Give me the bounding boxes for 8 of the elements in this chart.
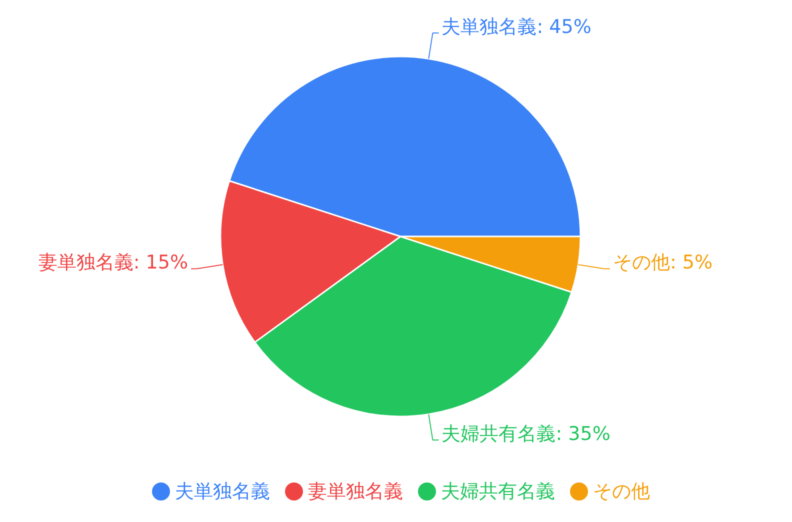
legend-label: 妻単独名義 [308, 480, 403, 502]
legend-label: 夫婦共有名義 [441, 480, 555, 502]
data-label: その他: 5% [612, 252, 713, 274]
data-label: 夫単独名義: 45% [442, 16, 592, 38]
legend-label: 夫単独名義 [175, 480, 270, 502]
data-label: 妻単独名義: 15% [38, 252, 188, 274]
legend-label: その他 [593, 480, 650, 502]
data-label: 夫婦共有名義: 35% [442, 422, 610, 445]
